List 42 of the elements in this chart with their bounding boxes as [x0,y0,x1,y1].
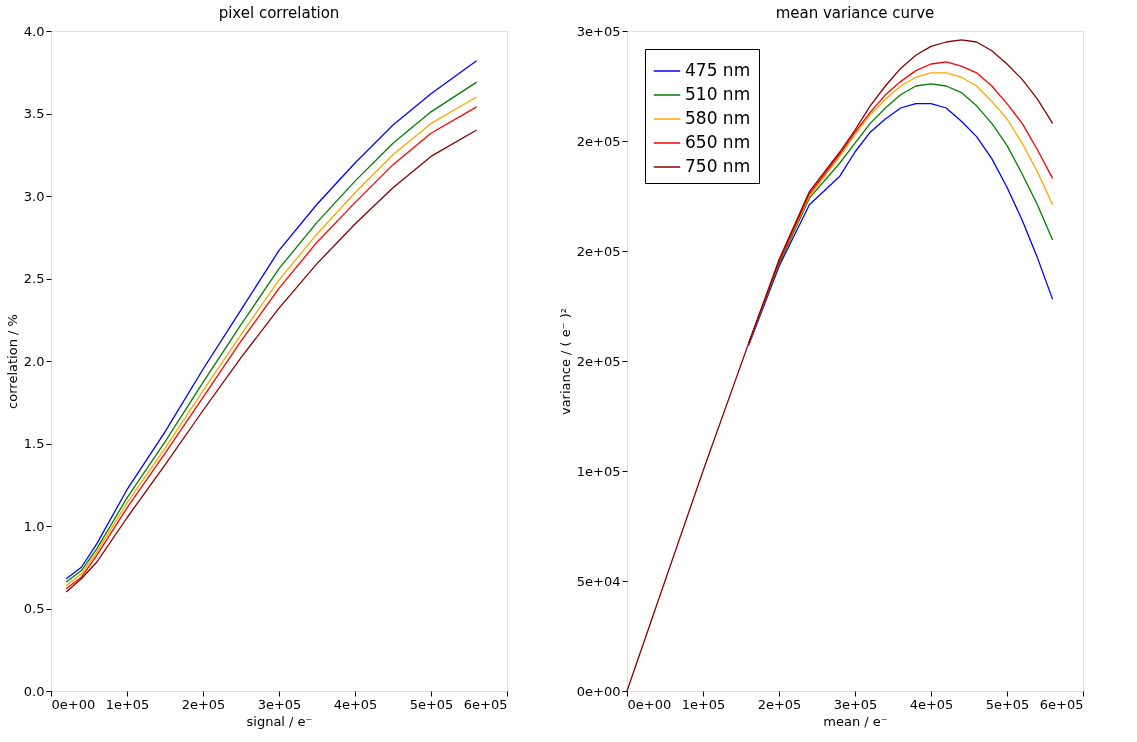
y-axis-title: correlation / % [4,314,20,409]
x-tick-label: 1e+05 [105,696,150,712]
legend-label: 650 nm [685,132,751,152]
y-tick-label: 0e+00 [576,683,621,699]
y-tick-label: 0.0 [23,683,45,699]
y-axis-title: variance / ( e⁻ )² [557,307,573,416]
x-tick-label: 6e+05 [1039,696,1084,712]
line-series [626,39,1054,692]
y-tick-label: 5e+04 [576,573,621,589]
y-tick-label: 0.5 [23,601,45,616]
y-tick-label: 3e+05 [576,23,621,39]
x-tick-label: 0e+00 [51,696,96,712]
x-tick-label: 2e+05 [757,696,802,712]
x-tick-label: 4e+05 [333,696,378,712]
y-tick-label: 2e+05 [576,133,621,149]
x-tick-label: 5e+05 [409,696,454,712]
y-tick-label: 2e+05 [576,243,621,259]
chart-title: pixel correlation [218,4,340,22]
y-tick-label: 3.5 [23,106,45,121]
y-tick-label: 1e+05 [576,463,621,479]
legend-label: 580 nm [685,108,751,128]
x-axis-title: signal / e⁻ [246,713,313,729]
x-axis-title: mean / e⁻ [823,713,888,729]
legend-label: 510 nm [685,84,751,104]
y-tick-label: 1.0 [23,518,45,534]
x-tick-label: 2e+05 [181,696,226,712]
legend-label: 750 nm [685,156,751,176]
y-tick-label: 2.0 [23,353,45,369]
x-tick-label: 6e+05 [463,696,508,712]
chart-title: mean variance curve [775,4,935,22]
x-tick-label: 3e+05 [833,696,878,712]
legend-label: 475 nm [685,60,751,80]
x-tick-label: 5e+05 [985,696,1030,712]
x-tick-label: 0e+00 [627,696,672,712]
y-tick-label: 2e+05 [576,353,621,369]
x-tick-label: 4e+05 [909,696,954,712]
y-tick-label: 2.5 [23,271,45,286]
x-tick-label: 3e+05 [257,696,302,712]
y-tick-label: 4.0 [23,23,45,39]
y-tick-label: 1.5 [23,436,45,451]
x-tick-label: 1e+05 [681,696,726,712]
y-tick-label: 3.0 [23,188,45,204]
